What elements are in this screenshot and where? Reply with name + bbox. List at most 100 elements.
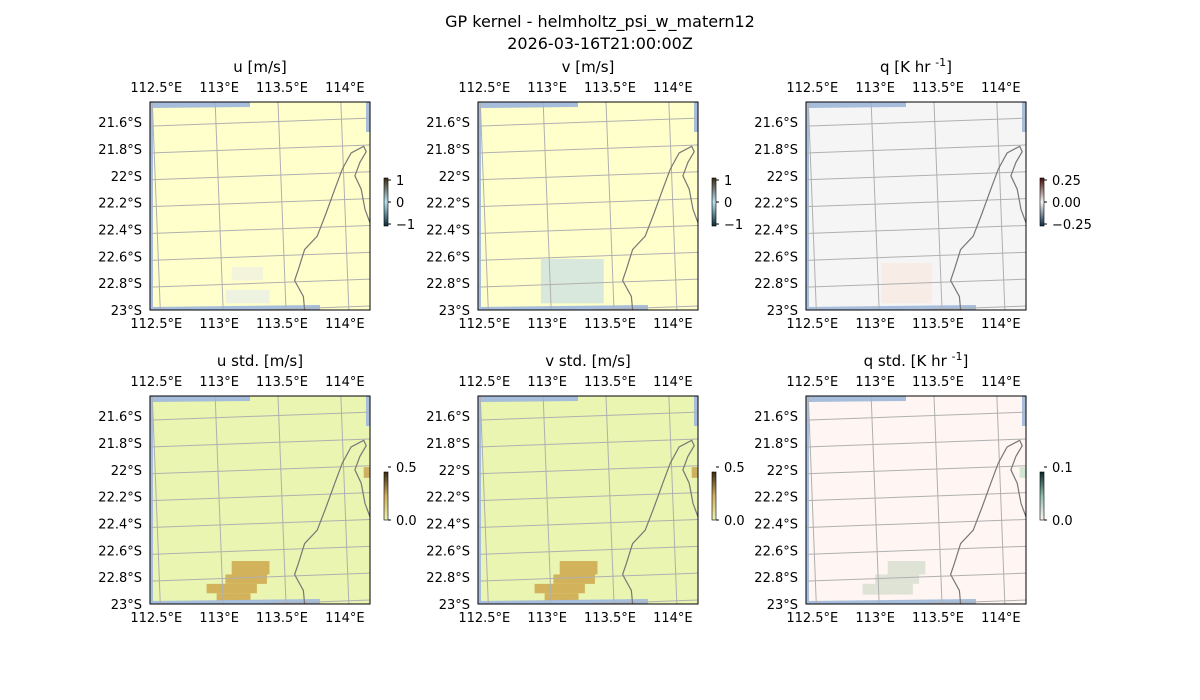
map-panel-4: u std. [m/s] 112.5°E 112.5°E 113°E 113°E 113.…: [98, 352, 416, 626]
figure-title: GP kernel - helmholtz_psi_w_matern12: [445, 12, 755, 31]
ocean-strip-left: [478, 102, 481, 310]
y-tick-label: 21.8°S: [98, 437, 142, 452]
anomaly-cell-2: [225, 574, 267, 584]
x-tick-label-top: 114°E: [653, 375, 693, 390]
colorbar-tick-label: 0: [724, 196, 732, 211]
meridian-line-4: [340, 102, 350, 310]
parallel-line-1: [150, 117, 370, 127]
panel-plot-area: [478, 396, 698, 604]
meridian-line-4: [996, 396, 1006, 604]
x-tick-label-bottom: 113.5°E: [912, 611, 964, 626]
parallel-line-8: [902, 599, 1026, 604]
anomaly-cell-1: [231, 561, 270, 575]
panel-plot-area: [806, 102, 1026, 310]
x-tick-label-bottom: 112.5°E: [130, 317, 182, 332]
panel-title: q std. [K hr -1]: [864, 350, 969, 371]
anomaly-cell-2: [553, 574, 595, 584]
anomaly-cell-5: [363, 467, 370, 478]
colorbar-tick-label: −0.25: [1052, 218, 1092, 233]
y-tick-label: 22.4°S: [426, 223, 470, 238]
y-tick-label: 22.8°S: [754, 571, 798, 586]
panel-plot-area: [150, 396, 370, 604]
x-tick-label-top: 114°E: [981, 81, 1021, 96]
parallel-line-4: [806, 492, 1026, 502]
parallel-line-1: [806, 117, 1026, 127]
ocean-strip-right: [366, 102, 370, 132]
parallel-line-1: [478, 411, 698, 421]
parallel-line-5: [150, 224, 370, 234]
coastline: [293, 145, 370, 310]
panel-title: v std. [m/s]: [545, 352, 631, 370]
parallel-line-6: [478, 545, 698, 555]
parallel-line-7: [806, 278, 1026, 288]
x-tick-label-bottom: 113.5°E: [256, 611, 308, 626]
y-tick-label: 22.6°S: [426, 250, 470, 265]
y-tick-label: 22.2°S: [754, 197, 798, 212]
map-panel-6: q std. [K hr -1] 112.5°E 112.5°E 113°E 113°E…: [754, 350, 1072, 627]
anomaly-cell-4: [216, 593, 251, 604]
x-tick-label-bottom: 112.5°E: [786, 611, 838, 626]
meridian-line-4: [340, 396, 350, 604]
x-tick-label-bottom: 112.5°E: [130, 611, 182, 626]
colorbar-tick-label: 0.0: [724, 514, 745, 529]
panel-plot-area: [478, 102, 698, 310]
panel-title: u [m/s]: [233, 58, 286, 76]
x-tick-label-bottom: 114°E: [981, 611, 1021, 626]
y-tick-label: 22°S: [767, 170, 798, 185]
meridian-line-3: [933, 102, 943, 310]
parallel-line-3: [806, 465, 1026, 475]
panel-title: u std. [m/s]: [217, 352, 303, 370]
x-tick-label-top: 113.5°E: [256, 375, 308, 390]
y-tick-label: 23°S: [439, 304, 470, 319]
coastline: [293, 439, 370, 604]
meridian-line-2: [214, 396, 224, 604]
y-tick-label: 22.6°S: [754, 250, 798, 265]
ocean-strip-right: [1022, 396, 1026, 426]
parallel-line-4: [150, 492, 370, 502]
y-tick-label: 22.6°S: [98, 544, 142, 559]
parallel-line-2: [150, 144, 370, 154]
y-tick-label: 22.8°S: [426, 571, 470, 586]
parallel-line-6: [478, 251, 698, 261]
anomaly-cell-2: [875, 574, 920, 584]
colorbar: [711, 471, 717, 521]
y-tick-label: 22.4°S: [754, 223, 798, 238]
ocean-strip-right: [366, 396, 370, 426]
ocean-strip-left: [150, 396, 153, 604]
x-tick-label-top: 113°E: [855, 81, 895, 96]
x-tick-label-bottom: 112.5°E: [458, 317, 510, 332]
parallel-line-4: [478, 492, 698, 502]
ocean-strip-left: [478, 396, 481, 604]
figure-subtitle: 2026-03-16T21:00:00Z: [507, 34, 693, 53]
y-tick-label: 22°S: [439, 464, 470, 479]
anomaly-cell-1: [559, 561, 598, 575]
y-tick-label: 22°S: [111, 170, 142, 185]
parallel-line-2: [478, 438, 698, 448]
ocean-strip-bottom: [150, 599, 320, 604]
parallel-line-5: [806, 224, 1026, 234]
parallel-line-4: [478, 198, 698, 208]
x-tick-label-top: 112.5°E: [458, 81, 510, 96]
x-tick-label-top: 113°E: [855, 375, 895, 390]
anomaly-cell-5: [691, 467, 698, 478]
parallel-line-1: [150, 411, 370, 421]
parallel-line-2: [150, 438, 370, 448]
parallel-line-1: [806, 411, 1026, 421]
y-tick-label: 22.2°S: [754, 491, 798, 506]
parallel-line-8: [246, 599, 370, 604]
x-tick-label-top: 113.5°E: [912, 375, 964, 390]
panel-frame: [805, 101, 1027, 311]
parallel-line-2: [806, 438, 1026, 448]
x-tick-label-top: 113°E: [199, 81, 239, 96]
y-tick-label: 21.6°S: [426, 410, 470, 425]
meridian-line-4: [996, 102, 1006, 310]
y-tick-label: 23°S: [439, 598, 470, 613]
colorbar-tick-label: −1: [724, 218, 743, 233]
y-tick-label: 22.4°S: [98, 223, 142, 238]
parallel-line-8: [574, 599, 698, 604]
parallel-line-8: [902, 305, 1026, 310]
y-tick-label: 22.4°S: [98, 517, 142, 532]
x-tick-label-top: 113.5°E: [256, 81, 308, 96]
ocean-strip-bottom: [478, 599, 648, 604]
